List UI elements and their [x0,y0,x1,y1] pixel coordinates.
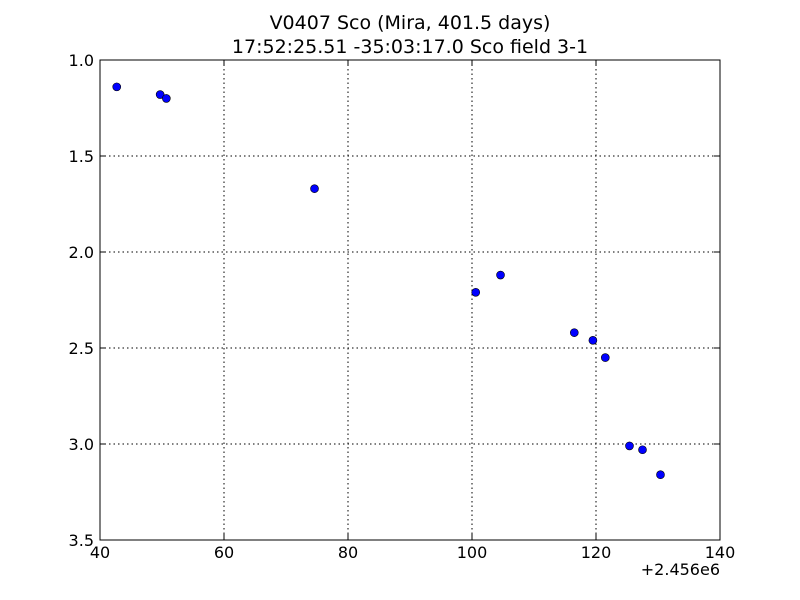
grid [100,60,720,540]
x-tick-labels: 40 60 80 100 120 140 [90,543,735,562]
x-tick-label: 100 [457,543,488,562]
y-tick-label: 1.5 [69,147,94,166]
x-tick-label: 40 [90,543,110,562]
data-point [310,184,319,193]
data-point [625,441,634,451]
data-point [656,470,665,480]
axis-ticks [99,59,721,541]
y-tick-label: 2.0 [69,243,94,262]
data-point [569,328,579,337]
y-tick-label: 3.5 [69,531,94,550]
y-tick-label: 1.0 [69,51,94,70]
y-tick-label: 2.5 [69,339,94,358]
data-point [638,445,647,455]
data-point [471,288,481,297]
data-point [600,353,610,362]
data-point [112,82,122,92]
chart-subtitle: 17:52:25.51 -35:03:17.0 Sco field 3-1 [232,36,588,58]
x-offset-label: +2.456e6 [641,560,720,579]
x-tick-label: 60 [214,543,234,562]
y-tick-labels: 1.0 1.5 2.0 2.5 3.0 3.5 [69,51,94,550]
data-point [162,94,171,103]
y-tick-label: 3.0 [69,435,94,454]
data-point [496,270,505,280]
x-tick-label: 140 [705,543,736,562]
data-points [112,82,665,480]
plot-frame [99,59,721,541]
x-tick-label: 80 [338,543,358,562]
chart-title: V0407 Sco (Mira, 401.5 days) [270,12,551,34]
data-point [588,336,598,345]
data-point [155,90,165,99]
x-tick-label: 120 [581,543,612,562]
